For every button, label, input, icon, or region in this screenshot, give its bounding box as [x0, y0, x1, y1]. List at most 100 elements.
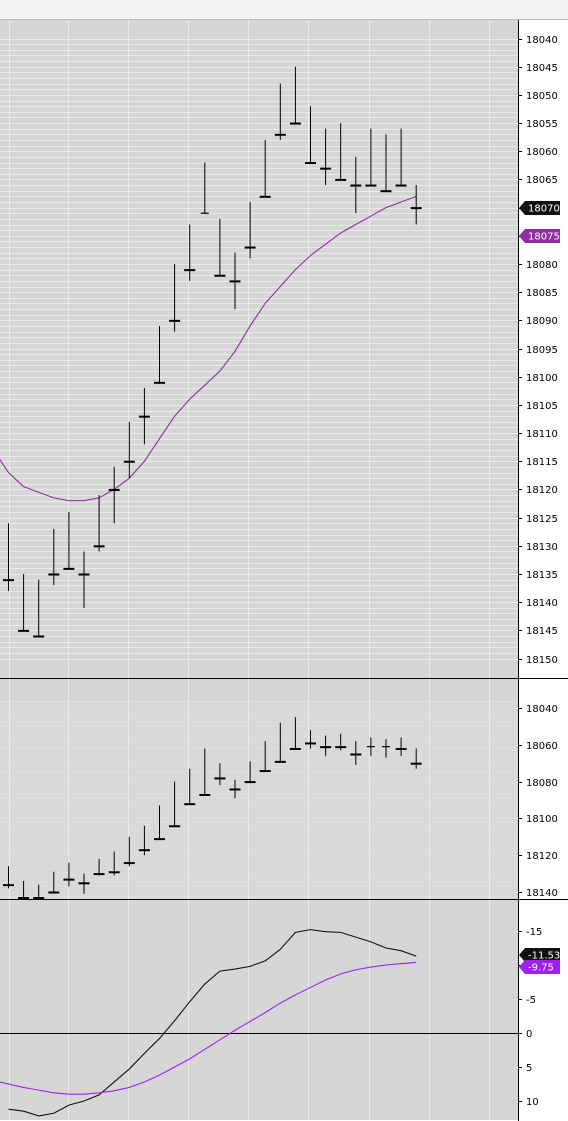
- oscillator-lines: [0, 929, 417, 1117]
- sec-candle-body-6: [93, 873, 105, 876]
- ma-price-tag-shape: [519, 229, 560, 243]
- sec-tick-label-5: 18040: [526, 704, 558, 715]
- main-candle-body-16: [244, 246, 256, 249]
- main-candle-17: [259, 139, 271, 198]
- main-candle-body-8: [123, 460, 135, 463]
- sec-candle-11: [169, 781, 181, 828]
- sec-candle-body-7: [108, 871, 120, 874]
- sec-candle-21: [320, 735, 332, 756]
- sec-candle-4: [63, 862, 75, 887]
- sec-candle-15: [229, 779, 241, 799]
- main-tick-label-3: 18135: [526, 570, 558, 581]
- oscillator-panel: 10 5 0 -5 -15 -11.53-9.75: [0, 900, 560, 1120]
- sec-candle-25: [382, 739, 390, 758]
- price-main-y-axis: 18150 18145 18140 18135 18130 18125 18120 18115…: [518, 35, 558, 666]
- main-candle-21: [320, 128, 332, 186]
- main-candle-20: [305, 106, 316, 165]
- main-candle-11: [169, 263, 181, 332]
- last-price-tag: 18070: [519, 201, 560, 215]
- sec-candle-1: [18, 880, 30, 899]
- sec-candle-0: [3, 866, 14, 889]
- osc-tick-label-3: -5: [526, 995, 536, 1006]
- main-tick-label-11: 18095: [526, 345, 558, 356]
- main-candle-body-21: [320, 167, 332, 170]
- main-tick-label-22: 18040: [526, 35, 558, 46]
- main-candle-0: [3, 523, 14, 591]
- price-main-candles: [3, 66, 422, 638]
- sec-candle-5: [78, 873, 90, 894]
- price-panel-main: 18150 18145 18140 18135 18130 18125 18120 18115…: [0, 20, 560, 678]
- sec-candle-body-8: [123, 862, 135, 865]
- sec-candle-27: [410, 748, 422, 769]
- main-candle-16: [244, 201, 256, 259]
- main-candle-body-20: [305, 162, 316, 165]
- main-tick-label-14: 18080: [526, 260, 558, 271]
- price-secondary-gridlines: [0, 679, 518, 899]
- main-candle-body-24: [365, 184, 377, 187]
- main-candle-body-26: [395, 184, 407, 187]
- main-tick-label-12: 18090: [526, 316, 558, 327]
- sec-tick-label-2: 18100: [526, 814, 558, 825]
- main-candle-4: [63, 511, 75, 570]
- sec-candle-body-20: [305, 742, 316, 745]
- main-candle-26: [395, 128, 407, 187]
- price-main-gridlines: [0, 20, 518, 678]
- sec-tick-label-4: 18060: [526, 741, 558, 752]
- main-tick-label-17: 18065: [526, 175, 558, 186]
- sec-candle-body-10: [154, 838, 165, 841]
- main-candle-18: [274, 83, 286, 140]
- sec-candle-14: [214, 763, 226, 786]
- sec-candle-12: [184, 768, 196, 806]
- main-tick-label-8: 18110: [526, 429, 558, 440]
- main-candle-13: [200, 162, 209, 214]
- ma-price-tag: 18075: [519, 229, 560, 243]
- sec-candle-26: [395, 737, 407, 756]
- sec-candle-body-2: [33, 897, 45, 899]
- oscillator-gridlines: [0, 900, 518, 1120]
- main-candle-14: [214, 218, 226, 277]
- main-tick-label-4: 18130: [526, 542, 558, 553]
- osc-tick-label-1: 5: [526, 1063, 532, 1074]
- sec-candle-22: [335, 733, 347, 751]
- sec-candle-body-5: [78, 882, 90, 885]
- osc-tick-label-2: 0: [526, 1029, 532, 1040]
- main-candle-1: [18, 573, 30, 632]
- last-price-tag-shape: [519, 201, 560, 215]
- main-tick-label-10: 18100: [526, 373, 558, 384]
- sec-candle-13: [199, 748, 211, 796]
- main-candle-body-15: [229, 280, 241, 283]
- price-main-price-tags: 18075 18070: [519, 201, 560, 243]
- main-candle-12: [184, 224, 196, 281]
- osc-tick-label-5: -15: [526, 927, 542, 938]
- main-candle-6: [93, 495, 105, 552]
- sec-candle-24: [366, 737, 375, 756]
- sec-candle-19: [289, 717, 301, 750]
- sec-candle-body-17: [259, 770, 271, 773]
- main-candle-body-27: [410, 207, 422, 210]
- ma-price-tag-label: 18075: [528, 232, 560, 243]
- sec-candle-body-0: [3, 884, 14, 887]
- oscillator-main-tag-shape: [519, 948, 560, 962]
- sec-candle-16: [244, 761, 256, 784]
- main-candle-body-23: [350, 184, 362, 187]
- main-candle-body-11: [169, 319, 181, 322]
- main-tick-label-2: 18140: [526, 598, 558, 609]
- main-candle-body-0: [3, 579, 14, 582]
- sec-candle-body-14: [214, 777, 226, 780]
- main-tick-label-9: 18105: [526, 401, 558, 412]
- main-candle-body-25: [380, 190, 392, 193]
- oscillator-signal-tag-shape: [519, 960, 560, 974]
- sec-candle-body-9: [138, 849, 150, 852]
- sec-candle-body-13: [199, 793, 211, 796]
- main-candle-body-10: [154, 381, 165, 384]
- main-candle-body-22: [335, 178, 347, 181]
- main-candle-body-5: [78, 573, 90, 576]
- sec-candle-body-12: [184, 803, 196, 806]
- main-tick-label-19: 18055: [526, 119, 558, 130]
- main-candle-body-4: [63, 567, 75, 570]
- main-tick-label-5: 18125: [526, 514, 558, 525]
- sec-candle-2: [33, 884, 45, 899]
- sec-candle-6: [93, 858, 105, 876]
- sec-candle-3: [48, 871, 60, 894]
- sec-candle-18: [274, 722, 286, 763]
